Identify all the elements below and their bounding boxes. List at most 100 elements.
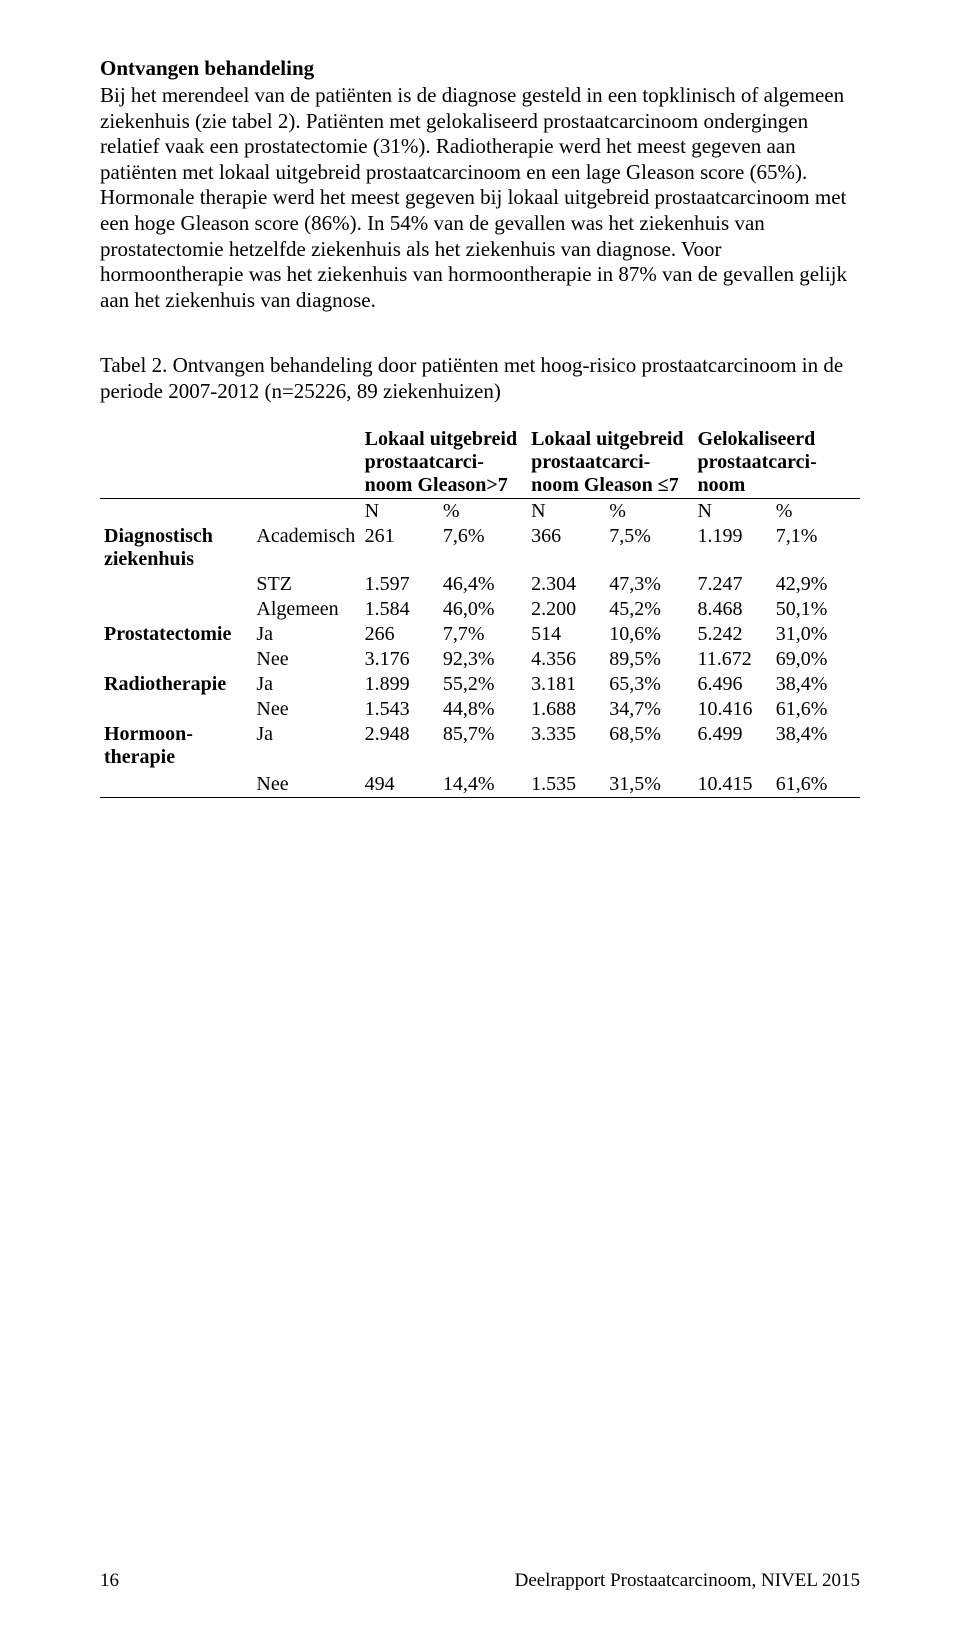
cell-pct: 85,7%: [439, 722, 527, 770]
cell-n: 6.496: [694, 672, 772, 697]
row-category: Nee: [252, 772, 360, 798]
cell-n: 11.672: [694, 647, 772, 672]
cell-n: 3.335: [527, 722, 605, 770]
cell-pct: 10,6%: [605, 622, 693, 647]
cell-n: 8.468: [694, 597, 772, 622]
row-section-label: [100, 647, 252, 672]
cell-n: 1.899: [361, 672, 439, 697]
cell-pct: 38,4%: [772, 672, 860, 697]
row-section-label: Hormoon-therapie: [100, 722, 252, 770]
cell-n: 2.304: [527, 572, 605, 597]
cell-n: 1.597: [361, 572, 439, 597]
cell-pct: 31,5%: [605, 772, 693, 798]
table-row: RadiotherapieJa1.89955,2%3.18165,3%6.496…: [100, 672, 860, 697]
cell-pct: 50,1%: [772, 597, 860, 622]
cell-n: 6.499: [694, 722, 772, 770]
cell-pct: 7,1%: [772, 524, 860, 572]
cell-pct: 61,6%: [772, 772, 860, 798]
cell-n: 366: [527, 524, 605, 572]
row-category: Nee: [252, 647, 360, 672]
cell-pct: 14,4%: [439, 772, 527, 798]
table-row: STZ1.59746,4%2.30447,3%7.24742,9%: [100, 572, 860, 597]
data-table: Lokaal uitgebreid prostaatcarci-noom Gle…: [100, 427, 860, 798]
col-n-3: N: [694, 498, 772, 524]
group-header-2: Lokaal uitgebreid prostaatcarci-noom Gle…: [527, 427, 693, 499]
cell-pct: 45,2%: [605, 597, 693, 622]
table-caption: Tabel 2. Ontvangen behandeling door pati…: [100, 353, 860, 404]
col-pct-2: %: [605, 498, 693, 524]
cell-pct: 34,7%: [605, 697, 693, 722]
table-row: ProstatectomieJa2667,7%51410,6%5.24231,0…: [100, 622, 860, 647]
footer-text: Deelrapport Prostaatcarcinoom, NIVEL 201…: [515, 1570, 860, 1592]
cell-n: 1.543: [361, 697, 439, 722]
cell-pct: 89,5%: [605, 647, 693, 672]
row-category: Nee: [252, 697, 360, 722]
cell-pct: 7,6%: [439, 524, 527, 572]
table-row: Hormoon-therapieJa2.94885,7%3.33568,5%6.…: [100, 722, 860, 770]
row-category: Ja: [252, 622, 360, 647]
cell-n: 1.688: [527, 697, 605, 722]
cell-pct: 31,0%: [772, 622, 860, 647]
cell-n: 514: [527, 622, 605, 647]
cell-pct: 61,6%: [772, 697, 860, 722]
cell-pct: 92,3%: [439, 647, 527, 672]
cell-n: 3.176: [361, 647, 439, 672]
cell-pct: 55,2%: [439, 672, 527, 697]
row-section-label: [100, 772, 252, 798]
cell-n: 10.416: [694, 697, 772, 722]
group-header-1: Lokaal uitgebreid prostaatcarci-noom Gle…: [361, 427, 527, 499]
table-row: Nee3.17692,3%4.35689,5%11.67269,0%: [100, 647, 860, 672]
col-pct-3: %: [772, 498, 860, 524]
row-category: Algemeen: [252, 597, 360, 622]
cell-pct: 38,4%: [772, 722, 860, 770]
cell-n: 1.584: [361, 597, 439, 622]
cell-n: 5.242: [694, 622, 772, 647]
cell-n: 261: [361, 524, 439, 572]
group-header-3: Gelokaliseerd prostaatcarci-noom: [694, 427, 860, 499]
table-row: Algemeen1.58446,0%2.20045,2%8.46850,1%: [100, 597, 860, 622]
cell-pct: 47,3%: [605, 572, 693, 597]
table-row: Nee49414,4%1.53531,5%10.41561,6%: [100, 772, 860, 798]
cell-pct: 7,5%: [605, 524, 693, 572]
row-category: Academisch: [252, 524, 360, 572]
cell-pct: 46,0%: [439, 597, 527, 622]
cell-n: 266: [361, 622, 439, 647]
row-section-label: Prostatectomie: [100, 622, 252, 647]
cell-n: 2.948: [361, 722, 439, 770]
row-category: Ja: [252, 722, 360, 770]
table-row: Nee1.54344,8%1.68834,7%10.41661,6%: [100, 697, 860, 722]
cell-pct: 65,3%: [605, 672, 693, 697]
cell-pct: 69,0%: [772, 647, 860, 672]
cell-n: 2.200: [527, 597, 605, 622]
cell-n: 10.415: [694, 772, 772, 798]
page-number: 16: [100, 1570, 119, 1592]
col-pct-1: %: [439, 498, 527, 524]
cell-n: 494: [361, 772, 439, 798]
cell-n: 1.535: [527, 772, 605, 798]
row-section-label: [100, 697, 252, 722]
cell-n: 1.199: [694, 524, 772, 572]
row-category: STZ: [252, 572, 360, 597]
row-section-label: Diagnostischziekenhuis: [100, 524, 252, 572]
cell-pct: 42,9%: [772, 572, 860, 597]
cell-n: 4.356: [527, 647, 605, 672]
table-group-header-row: Lokaal uitgebreid prostaatcarci-noom Gle…: [100, 427, 860, 499]
row-category: Ja: [252, 672, 360, 697]
table-row: DiagnostischziekenhuisAcademisch2617,6%3…: [100, 524, 860, 572]
body-paragraph: Bij het merendeel van de patiënten is de…: [100, 83, 860, 313]
cell-n: 7.247: [694, 572, 772, 597]
cell-pct: 7,7%: [439, 622, 527, 647]
cell-pct: 44,8%: [439, 697, 527, 722]
page: Ontvangen behandeling Bij het merendeel …: [0, 0, 960, 1628]
col-n-2: N: [527, 498, 605, 524]
cell-pct: 46,4%: [439, 572, 527, 597]
section-title: Ontvangen behandeling: [100, 56, 860, 81]
row-section-label: [100, 597, 252, 622]
col-n-1: N: [361, 498, 439, 524]
table-subheader-row: N % N % N %: [100, 498, 860, 524]
row-section-label: [100, 572, 252, 597]
cell-pct: 68,5%: [605, 722, 693, 770]
page-footer: 16 Deelrapport Prostaatcarcinoom, NIVEL …: [100, 1570, 860, 1592]
cell-n: 3.181: [527, 672, 605, 697]
row-section-label: Radiotherapie: [100, 672, 252, 697]
